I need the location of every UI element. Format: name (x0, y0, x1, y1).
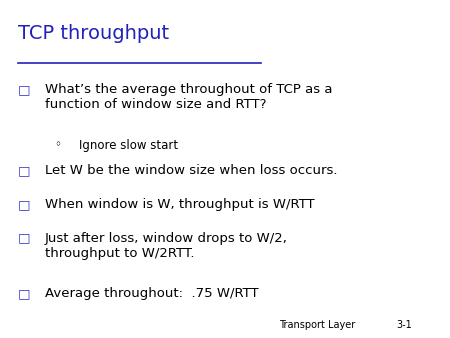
Text: TCP throughput: TCP throughput (18, 24, 169, 43)
Text: □: □ (18, 198, 31, 211)
Text: □: □ (18, 232, 31, 244)
Text: What’s the average throughout of TCP as a
function of window size and RTT?: What’s the average throughout of TCP as … (45, 83, 333, 111)
Text: Let W be the window size when loss occurs.: Let W be the window size when loss occur… (45, 164, 338, 177)
Text: When window is W, throughput is W/RTT: When window is W, throughput is W/RTT (45, 198, 315, 211)
Text: ◦: ◦ (54, 139, 61, 151)
Text: □: □ (18, 164, 31, 177)
Text: Average throughout:  .75 W/RTT: Average throughout: .75 W/RTT (45, 287, 259, 300)
Text: Just after loss, window drops to W/2,
throughput to W/2RTT.: Just after loss, window drops to W/2, th… (45, 232, 288, 260)
Text: □: □ (18, 83, 31, 96)
Text: Ignore slow start: Ignore slow start (79, 139, 178, 151)
Text: 3-1: 3-1 (396, 319, 412, 330)
Text: Transport Layer: Transport Layer (279, 319, 355, 330)
Text: □: □ (18, 287, 31, 300)
